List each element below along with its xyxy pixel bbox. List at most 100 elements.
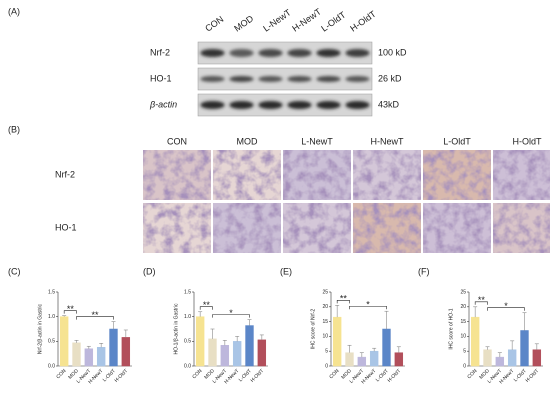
significance-bracket [63,310,77,314]
ihc-image [213,150,281,200]
blot-band [345,49,370,57]
bar [507,349,517,367]
error-bar [473,306,478,318]
y-tick-label: 5 [463,349,466,355]
blot-row-label: Nrf-2 [150,47,170,57]
significance-bracket [474,301,488,305]
error-bar [62,315,67,317]
x-tick-label: H-OldT [525,368,541,384]
blot-band [287,49,312,57]
y-axis-label: HO-1/β-actin in Gastric [173,303,179,354]
y-tick-label: 10 [460,334,466,340]
x-tick-label: H-OldT [250,368,266,384]
lane-label: H-NewT [290,6,323,33]
y-tick-label: 0.0 [184,363,191,369]
x-tick-label: CON [466,368,478,380]
panel-label: (E) [280,266,292,276]
ihc-column-label: L-NewT [301,136,333,146]
blot-band [200,101,225,109]
blot-band [200,49,225,57]
blot-band [287,101,312,109]
error-bar [99,343,104,348]
significance-bracket [487,307,525,311]
ihc-image [283,203,351,253]
error-bar [198,311,203,317]
blot-strip [197,41,373,65]
error-bar [259,334,264,340]
ihc-image [493,150,550,200]
y-tick-label: 1.0 [184,314,191,320]
x-tick-label: CON [55,368,67,380]
blot-band [316,76,341,82]
ihc-row-label: HO-1 [55,222,77,232]
error-bar [347,344,352,353]
significance-bracket [76,316,114,320]
y-tick-label: 0.0 [48,363,55,369]
blot-band [258,49,283,57]
ihc-image [213,203,281,253]
error-bar [111,321,116,329]
lane-label: L-OldT [319,9,348,33]
error-bar [123,329,128,338]
bar [195,316,205,367]
blot-band [229,101,254,109]
bar [208,338,217,367]
bar [483,349,492,367]
bar [59,316,69,367]
error-bar [210,328,215,339]
significance-label: ** [91,310,99,320]
significance-label: ** [67,304,75,314]
ihc-image [353,150,421,200]
blot-band [258,76,283,82]
bar [357,356,367,367]
blot-band [258,101,283,109]
ihc-image [423,203,491,253]
y-axis-label: Nrf-2/β-actin in Gastric [37,303,43,354]
y-tick-label: 25 [322,289,328,295]
blot-band [229,49,254,57]
ihc-column-label: CON [167,136,187,146]
error-bar [510,340,515,350]
x-tick-label: CON [328,368,340,380]
error-bar [235,336,240,342]
bar [257,339,267,367]
blot-row-label: HO-1 [150,73,172,83]
ihc-image [493,203,550,253]
y-tick-label: 0 [463,363,466,369]
blot-strip [197,67,373,91]
error-bar [372,347,377,352]
panel-label: (D) [143,266,156,276]
bar [382,328,391,367]
y-tick-label: 15 [460,319,466,325]
blot-size: 26 kD [378,73,402,83]
ihc-image [143,203,211,253]
error-bar [396,346,401,353]
bar [332,316,342,367]
significance-label: * [229,308,233,318]
y-axis-label: IHC score of HO-1 [448,308,454,349]
blot-band [345,101,370,109]
x-tick-label: H-OldT [387,368,403,384]
blot-strip [197,93,373,117]
bar [532,349,542,367]
y-tick-label: 20 [322,304,328,310]
lane-label: MOD [232,13,255,34]
ihc-image [283,150,351,200]
bar [84,348,94,367]
error-bar [384,310,389,329]
y-tick-label: 25 [460,289,466,295]
error-bar [497,352,502,358]
bar [121,337,131,367]
blot-band [287,76,312,82]
blot-band [316,101,341,109]
error-bar [222,340,227,346]
blot-row-label: β-actin [149,99,177,109]
significance-bracket [199,306,213,310]
significance-label: ** [478,295,486,305]
bar [520,330,529,367]
y-axis-label: IHC score of Nrf-2 [310,309,316,350]
panel-label: (C) [8,266,21,276]
panel-label: (B) [8,124,20,134]
